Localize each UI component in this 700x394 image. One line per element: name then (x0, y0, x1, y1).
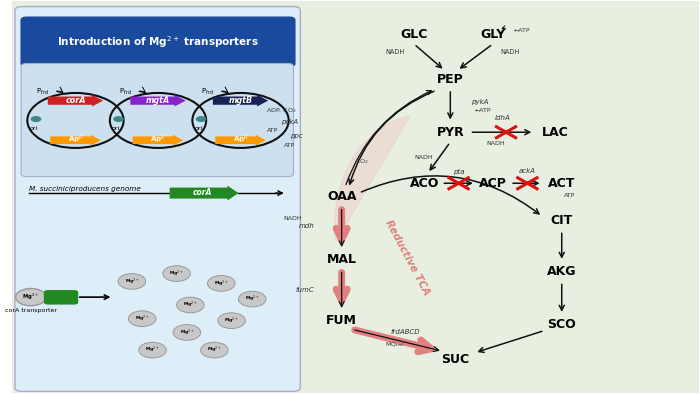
Text: corA: corA (193, 188, 212, 197)
Text: Mg$^{2+}$: Mg$^{2+}$ (180, 327, 194, 338)
Circle shape (128, 311, 156, 327)
Text: OAA: OAA (327, 191, 356, 203)
Text: frdABCD: frdABCD (391, 329, 420, 335)
Circle shape (113, 116, 124, 122)
FancyBboxPatch shape (21, 63, 293, 177)
Circle shape (176, 297, 204, 313)
Text: PYR: PYR (436, 126, 464, 139)
Circle shape (163, 266, 190, 281)
Text: Ap$^R$: Ap$^R$ (150, 134, 166, 147)
Text: Mg$^{2+}$: Mg$^{2+}$ (135, 314, 149, 324)
Text: Mg$^{2+}$: Mg$^{2+}$ (22, 292, 39, 302)
Text: pckA: pckA (281, 119, 299, 125)
Text: FUM: FUM (326, 314, 357, 327)
Text: NADH: NADH (414, 155, 433, 160)
Circle shape (196, 116, 206, 122)
Circle shape (118, 273, 146, 289)
Text: GLY: GLY (480, 28, 505, 41)
Text: ADP, CO$_2$: ADP, CO$_2$ (266, 106, 296, 115)
Circle shape (139, 342, 167, 358)
Text: ATP: ATP (564, 193, 575, 197)
FancyArrow shape (213, 95, 268, 106)
Circle shape (207, 275, 235, 291)
Text: GLC: GLC (400, 28, 428, 41)
Text: ACP: ACP (479, 177, 507, 190)
Text: Mg$^{2+}$: Mg$^{2+}$ (183, 300, 197, 310)
Circle shape (218, 313, 246, 329)
FancyArrow shape (48, 95, 103, 106)
FancyArrow shape (50, 135, 101, 146)
Text: LAC: LAC (542, 126, 568, 139)
Text: mdh: mdh (298, 223, 314, 229)
Text: pta: pta (453, 168, 464, 175)
Text: ←ATP: ←ATP (475, 108, 491, 113)
Text: Mg$^{2+}$: Mg$^{2+}$ (225, 316, 239, 326)
Text: NADH: NADH (486, 141, 505, 147)
Polygon shape (335, 116, 410, 242)
Text: NADH: NADH (283, 216, 302, 221)
Text: ldhA: ldhA (495, 115, 510, 121)
Circle shape (173, 325, 201, 340)
Text: P$_{\rm frd}$: P$_{\rm frd}$ (36, 87, 49, 97)
Text: PEP: PEP (437, 73, 463, 86)
Text: CIT: CIT (551, 214, 573, 227)
Text: corA: corA (65, 96, 85, 105)
FancyArrow shape (130, 95, 186, 106)
Text: Mg$^{2+}$: Mg$^{2+}$ (125, 276, 139, 286)
Text: Mg$^{2+}$: Mg$^{2+}$ (169, 268, 184, 279)
Text: ACO: ACO (410, 177, 439, 190)
Text: ATP: ATP (284, 143, 295, 149)
Text: P$_{\rm frd}$: P$_{\rm frd}$ (119, 87, 132, 97)
FancyArrow shape (133, 135, 183, 146)
Circle shape (239, 291, 266, 307)
Text: MAL: MAL (327, 253, 356, 266)
FancyBboxPatch shape (44, 290, 78, 305)
Circle shape (31, 116, 41, 122)
FancyBboxPatch shape (21, 17, 295, 67)
Text: ACT: ACT (548, 177, 575, 190)
Text: Ap$^R$: Ap$^R$ (233, 134, 248, 147)
Text: mgtA: mgtA (146, 96, 170, 105)
Text: Mg$^{2+}$: Mg$^{2+}$ (146, 345, 160, 355)
Text: Ap$^R$: Ap$^R$ (68, 134, 83, 147)
Text: corA transporter: corA transporter (5, 308, 57, 313)
Text: ori: ori (29, 126, 38, 131)
Text: CO$_2$: CO$_2$ (356, 157, 369, 166)
Text: Introduction of Mg$^{2+}$ transporters: Introduction of Mg$^{2+}$ transporters (57, 34, 259, 50)
Text: AKG: AKG (547, 265, 577, 278)
Text: ATP: ATP (267, 128, 279, 133)
Text: mgtB: mgtB (228, 96, 253, 105)
Text: Reductive TCA: Reductive TCA (383, 218, 431, 297)
Text: Mg$^{2+}$: Mg$^{2+}$ (207, 345, 222, 355)
Text: ←ATP: ←ATP (514, 28, 530, 33)
FancyArrow shape (216, 135, 266, 146)
Text: fumC: fumC (295, 287, 314, 293)
Text: Mg$^{2+}$: Mg$^{2+}$ (245, 294, 260, 304)
Text: M. succiniciproducens genome: M. succiniciproducens genome (29, 186, 141, 192)
Circle shape (15, 288, 46, 306)
Text: SCO: SCO (547, 318, 576, 331)
FancyArrow shape (169, 186, 239, 201)
Text: ori: ori (195, 126, 203, 131)
Text: SUC: SUC (441, 353, 469, 366)
Text: NADH: NADH (500, 49, 520, 55)
Text: ackA: ackA (519, 169, 536, 175)
Text: NADH: NADH (385, 49, 404, 55)
FancyBboxPatch shape (15, 7, 300, 391)
Text: MQ$_{\rm red}$: MQ$_{\rm red}$ (385, 340, 405, 349)
Text: pykA: pykA (471, 99, 489, 105)
Circle shape (201, 342, 228, 358)
Text: Mg$^{2+}$: Mg$^{2+}$ (214, 278, 228, 288)
Text: ori: ori (112, 126, 120, 131)
Text: P$_{\rm frd}$: P$_{\rm frd}$ (202, 87, 214, 97)
Text: ppc: ppc (290, 133, 303, 139)
